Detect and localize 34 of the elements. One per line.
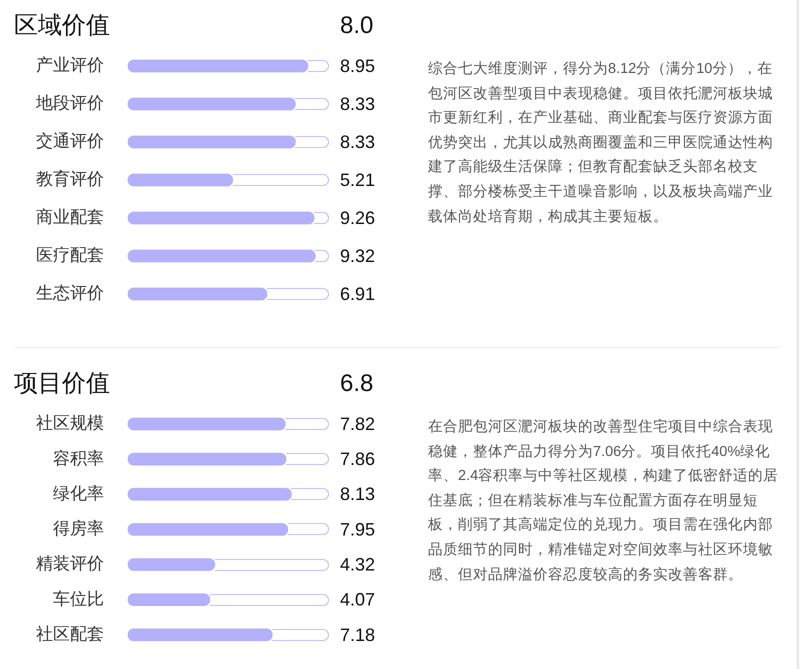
data-label: 4.07 bbox=[340, 590, 376, 610]
data-label: 7.18 bbox=[340, 624, 376, 645]
data-label: 8.33 bbox=[340, 94, 376, 114]
data-label: 6.91 bbox=[340, 284, 376, 304]
y-tick-label: 容积率 bbox=[53, 448, 104, 468]
chart-subtitle: 8.0 bbox=[340, 11, 374, 41]
y-tick-label: 得房率 bbox=[53, 519, 104, 538]
data-label: 8.95 bbox=[340, 56, 376, 76]
y-tick-label: 精装评价 bbox=[36, 554, 104, 574]
data-label: 8.33 bbox=[340, 132, 376, 152]
y-tick-label: 车位比 bbox=[53, 589, 104, 608]
y-tick-label: 地段评价 bbox=[35, 94, 104, 113]
chart-title: 区域价值 bbox=[14, 11, 110, 41]
data-label: 5.21 bbox=[340, 170, 376, 190]
y-tick-label: 社区配套 bbox=[36, 624, 104, 644]
data-label: 7.95 bbox=[340, 519, 376, 540]
text: 综合七大维度测评，得分为8.12分（满分10分），在包河区改善型项目中表现稳健。项目依托淝河板块城市更新红利，在产业基础、商业配套与医疗资源方面优势突出，尤其以成熟商圈覆盖和三甲医院通达性构建了高能级生活保障；但教育配套缺乏头部名校支撑、部分楼栋受主干道噪音影响，以及板块高端产业载体尚处培育期，构成其主要短板。 bbox=[428, 60, 774, 227]
data-label: 7.86 bbox=[340, 449, 376, 470]
y-tick-label: 交通评价 bbox=[36, 132, 104, 151]
y-tick-label: 产业评价 bbox=[36, 56, 104, 75]
y-tick-label: 商业配套 bbox=[36, 208, 104, 227]
data-label: 7.82 bbox=[340, 414, 376, 434]
data-label: 9.32 bbox=[340, 246, 376, 266]
y-tick-label: 医疗配套 bbox=[36, 246, 104, 265]
data-label: 4.32 bbox=[340, 554, 376, 574]
y-tick-label: 社区规模 bbox=[36, 414, 104, 433]
text: 在合肥包河区淝河板块的改善型住宅项目中综合表现稳健，整体产品力得分为7.06分。项目依托40%绿化率、2.4容积率与中等社区规模，构建了低密舒适的居住基底；但在精装标准与车位配置方面存在明显短板，削弱了其高端定位的兑现力。项目需在强化内部品质细节的同时，精准锚定对空间效率与社区环境敏感、但对品牌溢价容忍度较高的务实改善客群。 bbox=[428, 418, 780, 585]
data-label: 9.26 bbox=[340, 208, 376, 228]
chart-subtitle: 6.8 bbox=[340, 369, 374, 399]
chart-title: 项目价值 bbox=[14, 369, 110, 399]
y-tick-label: 绿化率 bbox=[53, 484, 104, 503]
y-tick-label: 教育评价 bbox=[36, 170, 104, 189]
y-tick-label: 生态评价 bbox=[36, 284, 104, 303]
data-label: 8.13 bbox=[340, 484, 376, 504]
